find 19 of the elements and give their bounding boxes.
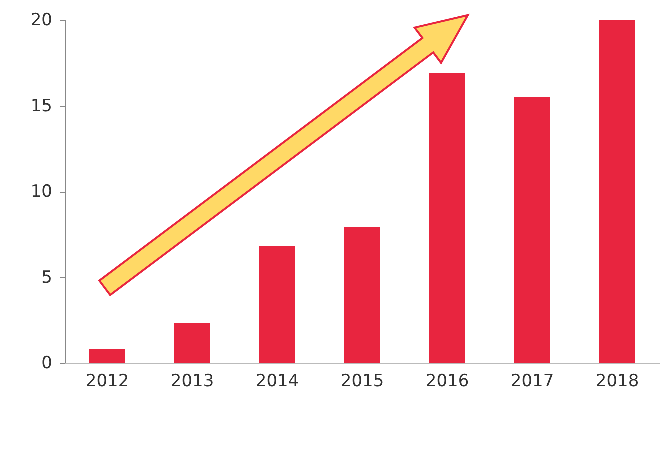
bar xyxy=(344,228,380,363)
bar xyxy=(514,97,550,363)
bar xyxy=(260,246,296,363)
y-tick-label: 20 xyxy=(30,10,52,30)
bar xyxy=(174,324,210,363)
x-tick-label: 2012 xyxy=(86,372,130,392)
y-tick-label: 5 xyxy=(42,268,52,288)
y-tick-label: 10 xyxy=(30,182,52,202)
x-tick-label: 2018 xyxy=(596,372,640,392)
x-tick-label: 2013 xyxy=(170,372,214,392)
y-tick-label: 0 xyxy=(42,354,52,374)
bar xyxy=(600,20,636,363)
bar xyxy=(90,349,126,363)
x-tick-label: 2016 xyxy=(426,372,470,392)
bar xyxy=(430,73,466,363)
x-tick-label: 2014 xyxy=(256,372,300,392)
x-tick-label: 2017 xyxy=(510,372,554,392)
y-tick-label: 15 xyxy=(30,96,52,116)
x-tick-label: 2015 xyxy=(340,372,384,392)
